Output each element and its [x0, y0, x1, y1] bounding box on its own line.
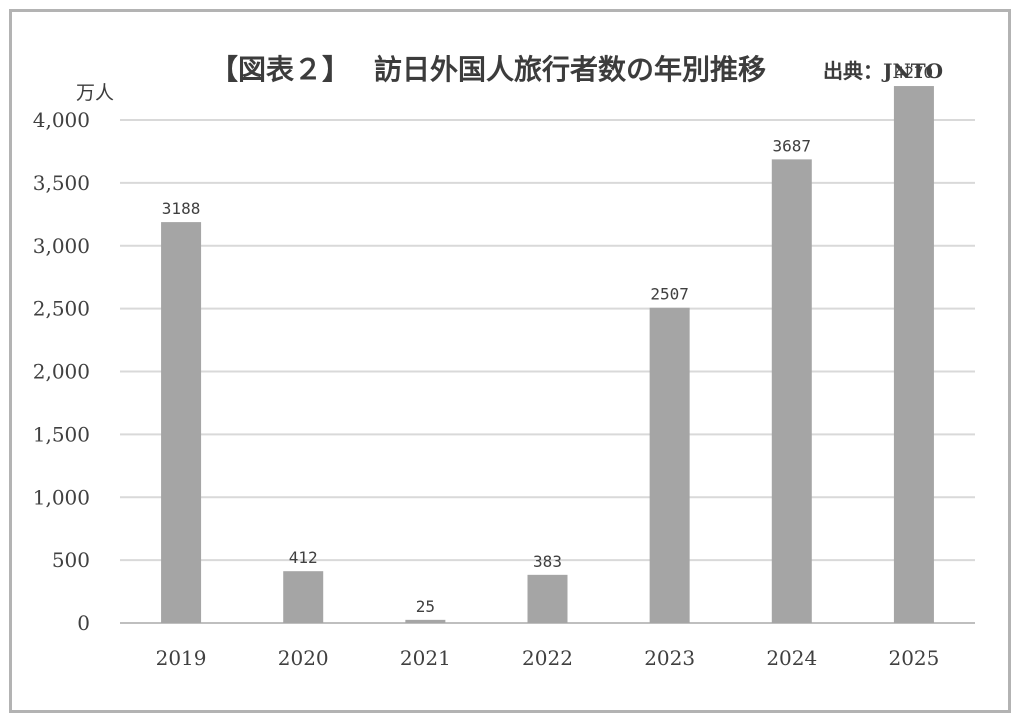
chart-title: 【図表２】 訪日外国人旅行者数の年別推移	[210, 48, 766, 88]
bar-2022	[527, 574, 568, 623]
y-tick-label: 3,500	[33, 171, 90, 195]
x-tick-label: 2021	[400, 646, 451, 670]
y-tick-label: 1,000	[33, 485, 90, 509]
data-label: 3188	[162, 199, 201, 218]
bar-2024	[771, 159, 812, 624]
y-tick-label: 0	[77, 611, 90, 635]
data-label: 383	[533, 552, 562, 571]
data-label: 25	[416, 597, 435, 616]
y-axis-ticks: 0 500 1,000 1,500 2,000 2,500 3,000 3,500 4,000	[33, 108, 90, 635]
chart-title-bracket: 【図表２】	[210, 53, 351, 86]
y-tick-label: 4,000	[33, 108, 90, 132]
bars	[161, 86, 934, 624]
y-tick-label: 3,000	[33, 234, 90, 258]
data-labels: 3188 412 25 383 2507 3687 4270	[162, 63, 933, 616]
data-label: 2507	[650, 285, 689, 304]
y-tick-label: 1,500	[33, 422, 90, 446]
bar-2025	[893, 86, 934, 624]
y-axis-unit-label: 万人	[76, 82, 115, 104]
x-tick-label: 2020	[278, 646, 329, 670]
y-tick-label: 500	[52, 548, 90, 572]
data-label: 412	[289, 548, 318, 567]
bar-2023	[649, 307, 690, 623]
x-tick-label: 2022	[522, 646, 573, 670]
x-tick-label: 2025	[888, 646, 939, 670]
chart-source: 出典：JNTO	[823, 59, 944, 83]
y-tick-label: 2,500	[33, 297, 90, 321]
bar-2020	[283, 571, 324, 623]
x-tick-label: 2023	[644, 646, 695, 670]
bar-2021	[405, 619, 446, 623]
x-axis-ticks: 2019 2020 2021 2022 2023 2024 2025	[156, 646, 940, 670]
y-tick-label: 2,000	[33, 360, 90, 384]
bar-2019	[161, 222, 202, 623]
x-tick-label: 2019	[156, 646, 207, 670]
chart-title-text: 訪日外国人旅行者数の年別推移	[374, 53, 767, 86]
data-label: 3687	[773, 136, 812, 155]
data-label: 4270	[895, 63, 934, 82]
x-tick-label: 2024	[766, 646, 817, 670]
grid-lines	[120, 119, 975, 624]
